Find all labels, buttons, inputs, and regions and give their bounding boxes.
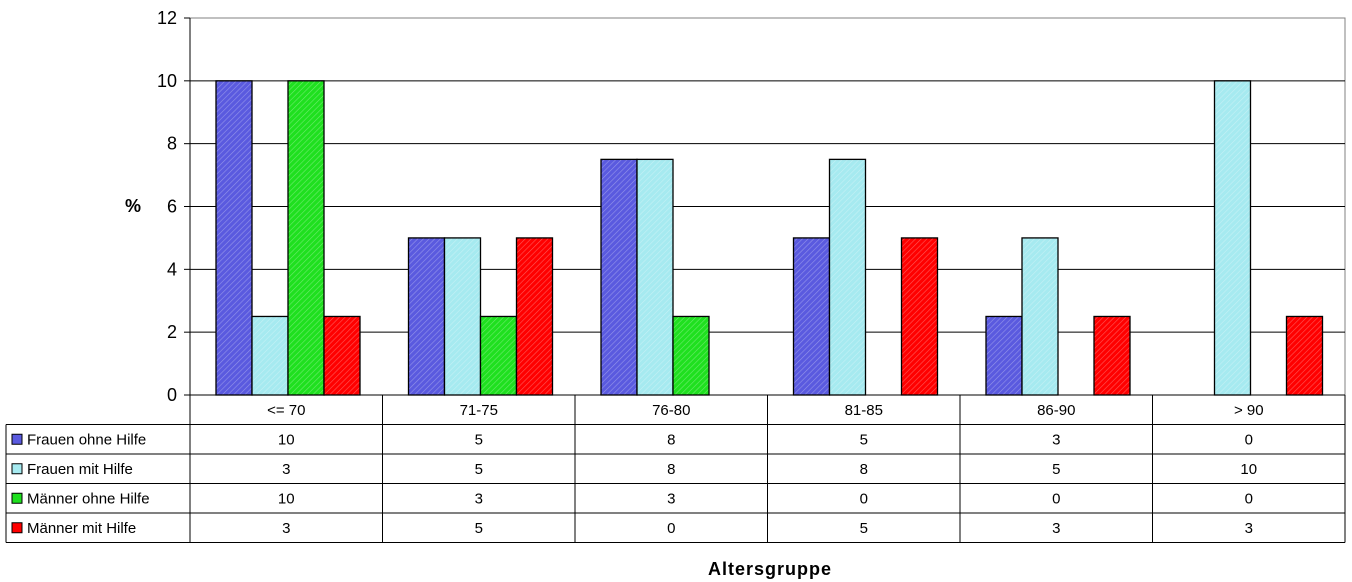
table-cell-value: 3 <box>667 490 675 507</box>
bar <box>323 315 361 396</box>
bar <box>828 158 867 396</box>
y-tick-label: 8 <box>167 134 177 154</box>
y-tick-label: 10 <box>157 71 177 91</box>
legend-label: Männer mit Hilfe <box>27 520 136 537</box>
table-cell-value: 8 <box>667 431 675 448</box>
legend-label: Frauen ohne Hilfe <box>27 431 146 448</box>
table-cell-value: 5 <box>860 431 868 448</box>
y-tick-label: 0 <box>167 385 177 405</box>
bar <box>443 237 482 396</box>
table-cell-value: 8 <box>860 461 868 478</box>
bar <box>1021 237 1059 396</box>
table-cell-value: 10 <box>278 431 295 448</box>
table-cell-value: 0 <box>1052 490 1060 507</box>
gridlines <box>189 17 1346 396</box>
data-table: <= 70 71-75 76-80 81-85 86-90 > 90 Frauen ohne… <box>5 394 1346 543</box>
category-label: 76-80 <box>652 402 690 419</box>
y-tick-label: 2 <box>167 322 177 342</box>
category-label: 86-90 <box>1037 402 1075 419</box>
table-cell-value: 5 <box>475 520 483 537</box>
legend-key <box>11 433 23 445</box>
bar <box>287 80 325 396</box>
category-label: 81-85 <box>845 402 883 419</box>
bar <box>600 158 638 396</box>
table-cell-value: 3 <box>1052 520 1060 537</box>
bar <box>407 237 446 396</box>
bar <box>1093 315 1131 396</box>
bar <box>792 237 831 396</box>
table-cell-value: 3 <box>475 490 483 507</box>
category-label: 71-75 <box>460 402 498 419</box>
bar <box>636 158 674 396</box>
y-axis-label: % <box>125 196 141 216</box>
legend-key <box>11 522 23 534</box>
legend-label: Frauen mit Hilfe <box>27 461 133 478</box>
table-cell-value: 10 <box>1240 461 1257 478</box>
legend-key <box>11 463 23 475</box>
x-axis-label: Altersgruppe <box>708 559 832 579</box>
legend-key <box>11 492 23 504</box>
bar <box>1285 315 1324 396</box>
table-cell-value: 0 <box>667 520 675 537</box>
bar <box>251 315 289 396</box>
table-cell-value: 0 <box>860 490 868 507</box>
table-cell-value: 10 <box>278 490 295 507</box>
category-label: > 90 <box>1234 402 1264 419</box>
table-cell-value: 8 <box>667 461 675 478</box>
table-cell-value: 5 <box>475 431 483 448</box>
bar <box>215 80 253 396</box>
bar <box>900 237 939 396</box>
bar <box>1213 80 1252 396</box>
table-cell-value: 5 <box>860 520 868 537</box>
table-cell-value: 3 <box>282 520 290 537</box>
table-cell-value: 5 <box>475 461 483 478</box>
table-cell-value: 0 <box>1245 490 1253 507</box>
bar <box>515 237 554 396</box>
y-tick-label: 6 <box>167 197 177 217</box>
bar <box>672 315 710 396</box>
bar <box>985 315 1023 396</box>
bar <box>479 315 518 396</box>
table-cell-value: 0 <box>1245 431 1253 448</box>
table-cell-value: 3 <box>282 461 290 478</box>
y-tick-label: 4 <box>167 259 177 279</box>
table-cell-value: 3 <box>1245 520 1253 537</box>
legend-label: Männer ohne Hilfe <box>27 490 150 507</box>
table-cell-value: 3 <box>1052 431 1060 448</box>
table-cell-value: 5 <box>1052 461 1060 478</box>
y-tick-label: 12 <box>157 8 177 28</box>
category-label: <= 70 <box>267 402 305 419</box>
bars <box>215 80 1324 396</box>
